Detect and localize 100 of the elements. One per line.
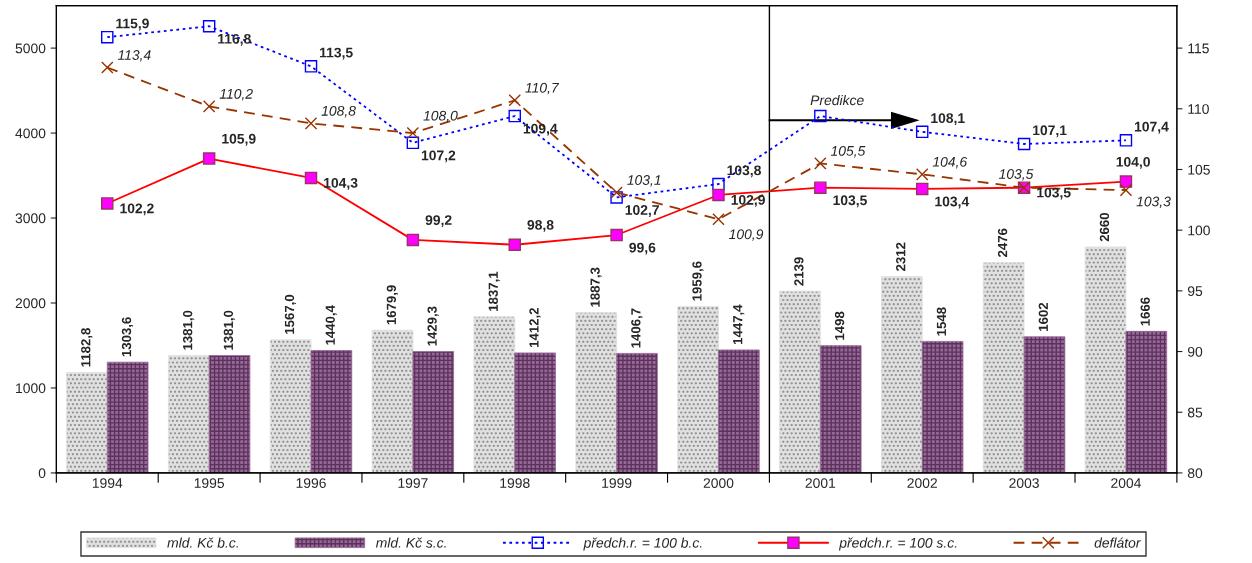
bar xyxy=(881,276,923,473)
x-tick-label: 1997 xyxy=(398,478,428,488)
point xyxy=(915,125,929,139)
point xyxy=(610,186,623,199)
point xyxy=(814,157,827,170)
bar xyxy=(371,329,414,473)
point xyxy=(814,109,827,123)
bar xyxy=(575,312,618,473)
data-label: 102,2 xyxy=(120,203,154,216)
point xyxy=(202,20,216,33)
point xyxy=(712,212,725,226)
x-tick-label: 2004 xyxy=(1111,478,1141,488)
y-tick-label: 5000 xyxy=(15,43,46,54)
y2-tick-label: 95 xyxy=(1187,286,1203,297)
data-label: 1959,6 xyxy=(692,261,704,301)
data-label: 116,8 xyxy=(218,33,251,46)
data-label: 110,7 xyxy=(525,82,560,95)
data-label: 103,5 xyxy=(833,195,867,208)
bar xyxy=(310,350,353,473)
point xyxy=(101,61,114,74)
data-label: 2312 xyxy=(896,242,906,271)
data-label: 104,3 xyxy=(324,177,358,190)
x-tick-label: 2001 xyxy=(805,478,836,488)
data-label: 103,5 xyxy=(998,169,1034,181)
data-label: 103,4 xyxy=(935,196,970,209)
point xyxy=(1017,137,1031,151)
legend-label: předch.r. = 100 s.c. xyxy=(838,537,957,551)
x-tick-label: 2002 xyxy=(907,478,937,488)
bar xyxy=(106,361,149,473)
data-label: 102,9 xyxy=(731,194,765,207)
point xyxy=(202,100,216,113)
bar xyxy=(677,306,719,473)
point xyxy=(915,168,929,181)
data-label: 1666 xyxy=(1140,297,1150,326)
point xyxy=(1119,134,1133,147)
data-label: 2660 xyxy=(1099,213,1110,242)
bar xyxy=(718,349,760,473)
data-label: 1887,3 xyxy=(590,267,602,307)
y-tick-label: 3000 xyxy=(15,213,46,224)
data-label: 1837,1 xyxy=(488,271,500,311)
bar xyxy=(1125,330,1168,473)
bar xyxy=(616,352,658,473)
x-tick-label: 2000 xyxy=(703,478,734,488)
data-label: 1498 xyxy=(834,311,845,340)
data-label: 1303,6 xyxy=(121,317,134,357)
data-label: 103,5 xyxy=(1037,187,1071,200)
data-label: 103,3 xyxy=(1136,196,1171,209)
legend-label: mld. Kč b.c. xyxy=(167,537,238,548)
data-label: 1182,8 xyxy=(81,328,93,367)
x-tick-label: 1998 xyxy=(500,478,530,488)
point xyxy=(406,126,420,140)
bar xyxy=(412,351,455,473)
data-label: 108,8 xyxy=(321,105,356,118)
data-label: 103,8 xyxy=(727,165,761,178)
y2-tick-label: 80 xyxy=(1187,468,1203,479)
legend-label: deflátor xyxy=(1094,537,1141,548)
x-tick-label: 1994 xyxy=(92,478,123,488)
data-label: 102,7 xyxy=(625,205,659,217)
annotation: Predikce xyxy=(810,94,864,106)
bar xyxy=(779,290,821,473)
bar xyxy=(208,355,251,473)
point xyxy=(406,136,420,150)
data-label: 104,6 xyxy=(932,156,968,169)
data-label: 1447,4 xyxy=(733,304,745,345)
data-label: 107,1 xyxy=(1033,125,1067,138)
y-tick-label: 4000 xyxy=(15,128,46,139)
y-tick-label: 1000 xyxy=(16,383,46,394)
data-label: 1406,7 xyxy=(631,308,643,348)
y2-tick-label: 110 xyxy=(1188,104,1209,114)
point xyxy=(508,94,521,107)
y2-tick-label: 115 xyxy=(1188,43,1209,54)
point xyxy=(712,177,725,191)
y-tick-label: 2000 xyxy=(15,298,46,309)
data-label: 103,1 xyxy=(627,175,661,187)
data-label: 1548 xyxy=(936,307,947,336)
data-label: 113,5 xyxy=(320,47,353,60)
point xyxy=(304,117,318,130)
data-label: 104,0 xyxy=(1116,156,1150,169)
bar xyxy=(1023,336,1066,473)
x-tick-label: 1996 xyxy=(296,478,326,488)
y2-tick-label: 105 xyxy=(1188,164,1210,175)
bar xyxy=(473,316,516,473)
data-label: 2476 xyxy=(997,228,1008,257)
data-label: 1567,0 xyxy=(284,294,297,334)
data-label: 1381,0 xyxy=(182,310,195,350)
x-tick-label: 1995 xyxy=(194,478,225,488)
bar xyxy=(982,262,1025,473)
data-label: 1440,4 xyxy=(325,305,337,345)
data-label: 98,8 xyxy=(527,220,554,232)
x-tick-label: 1999 xyxy=(602,478,632,488)
data-label: 115,9 xyxy=(116,18,149,31)
data-label: 109,4 xyxy=(523,123,558,136)
point xyxy=(101,30,114,44)
legend-label: předch.r. = 100 b.c. xyxy=(583,537,702,551)
y-tick-label: 0 xyxy=(38,468,46,479)
bar xyxy=(819,345,862,473)
data-label: 1602 xyxy=(1038,302,1048,331)
data-label: 105,9 xyxy=(222,133,256,146)
data-label: 99,6 xyxy=(629,242,656,255)
point xyxy=(610,191,623,204)
